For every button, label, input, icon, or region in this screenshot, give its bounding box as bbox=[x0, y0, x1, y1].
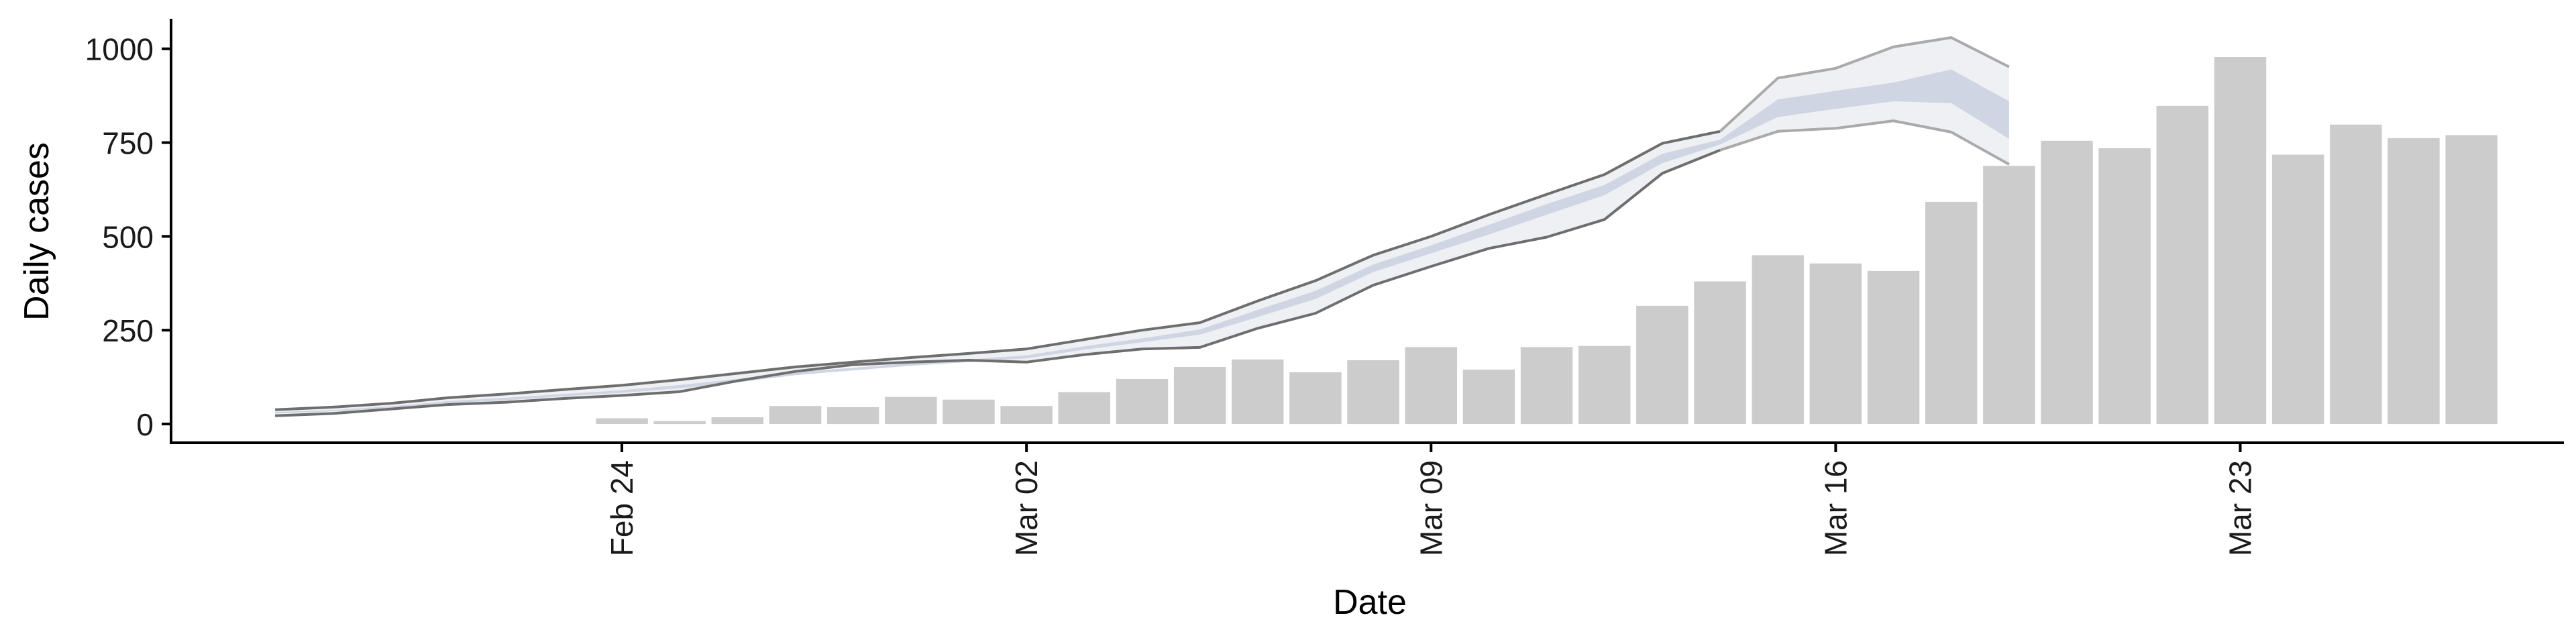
bar bbox=[1520, 347, 1573, 425]
bar bbox=[1636, 305, 1688, 425]
bar bbox=[885, 396, 937, 425]
nowcast-upper-line-late bbox=[1719, 36, 2010, 133]
bar bbox=[1462, 369, 1515, 424]
axis-layer bbox=[170, 19, 2564, 444]
x-tick-label: Feb 24 bbox=[604, 460, 639, 556]
nowcast-upper-line bbox=[275, 129, 1721, 411]
x-tick-label: Mar 23 bbox=[2223, 460, 2258, 556]
bar bbox=[1925, 201, 1978, 424]
y-tick-label: 500 bbox=[102, 219, 154, 254]
x-ticks: Feb 24 Mar 02 Mar 09 Mar 16 Mar 23 bbox=[604, 443, 2258, 556]
y-axis-title: Daily cases bbox=[17, 142, 56, 321]
bar bbox=[2330, 124, 2382, 424]
bar bbox=[2271, 154, 2324, 425]
x-axis-title: Date bbox=[1333, 583, 1407, 622]
bar bbox=[1809, 263, 1862, 425]
nowcast-band-layer bbox=[275, 36, 2010, 417]
bar bbox=[1173, 367, 1226, 424]
bar bbox=[769, 406, 822, 424]
bar bbox=[1752, 255, 1804, 425]
bar-layer bbox=[596, 57, 2498, 425]
bar bbox=[1116, 378, 1169, 424]
bar bbox=[1578, 345, 1631, 424]
bar bbox=[2156, 105, 2209, 425]
bar bbox=[826, 407, 879, 425]
x-tick-label: Mar 09 bbox=[1413, 460, 1448, 556]
bar bbox=[943, 399, 995, 425]
bar bbox=[1232, 359, 1284, 424]
bar bbox=[2098, 148, 2151, 425]
nowcast-lower-line bbox=[275, 148, 1721, 417]
bar bbox=[1983, 166, 2035, 424]
y-tick-label: 1000 bbox=[85, 32, 154, 67]
bar bbox=[1000, 406, 1053, 424]
bar bbox=[2445, 135, 2498, 425]
nowcast-inner-band bbox=[275, 69, 2009, 414]
bar bbox=[1405, 347, 1457, 425]
bar bbox=[653, 421, 706, 425]
bar bbox=[2041, 140, 2093, 425]
y-tick-label: 0 bbox=[136, 407, 154, 442]
bar bbox=[1058, 392, 1110, 424]
bar bbox=[711, 417, 764, 425]
x-tick-label: Mar 02 bbox=[1009, 460, 1044, 556]
y-ticks: 0 250 500 750 1000 bbox=[85, 32, 171, 442]
y-tick-label: 750 bbox=[102, 126, 154, 161]
bar bbox=[596, 418, 648, 424]
y-tick-label: 250 bbox=[102, 313, 154, 348]
x-tick-label: Mar 16 bbox=[1818, 460, 1853, 556]
bar bbox=[1694, 281, 1746, 424]
nowcast-outer-band bbox=[275, 38, 2009, 416]
bar bbox=[1867, 270, 1920, 424]
bar bbox=[2214, 57, 2267, 424]
bar bbox=[1347, 360, 1399, 425]
bar bbox=[1289, 372, 1342, 425]
bar bbox=[2387, 138, 2440, 425]
nowcast-lower-line-late bbox=[1719, 119, 2010, 166]
